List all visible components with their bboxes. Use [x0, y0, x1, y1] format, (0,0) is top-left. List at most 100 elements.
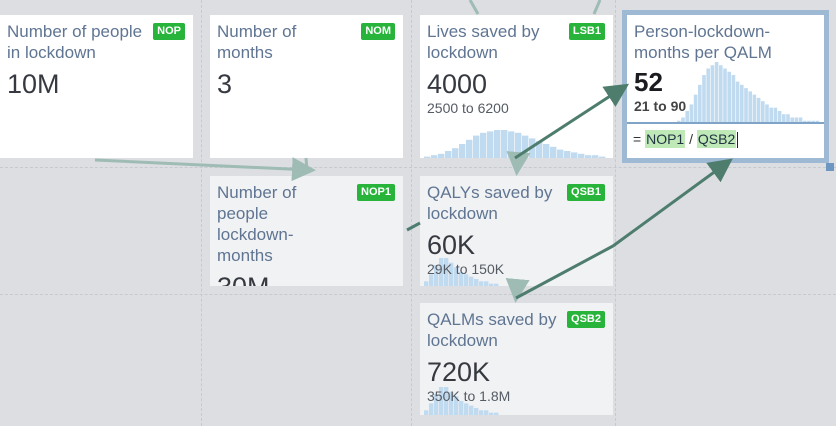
card-title: Number of people lockdown-months [217, 183, 297, 265]
histogram-bar [459, 272, 464, 286]
histogram-bar [773, 107, 778, 124]
histogram-bar [790, 117, 794, 124]
histogram-bar [469, 276, 474, 286]
card-nom[interactable]: Number of months NOM 3 [210, 15, 403, 158]
histogram-bar [798, 117, 803, 124]
histogram-bar [765, 104, 769, 124]
card-qsb2[interactable]: QALMs saved by lockdown QSB2 720K 350K t… [420, 303, 613, 415]
arrow-top-right [592, 0, 602, 15]
histogram-bar [710, 65, 715, 124]
histogram-bar [424, 410, 429, 415]
text-cursor [737, 132, 739, 149]
formula-prefix: = [633, 131, 646, 147]
histogram-bar [431, 155, 438, 158]
histogram-bar [424, 281, 429, 286]
histogram-bar [735, 81, 740, 124]
grid-line [411, 0, 412, 426]
card-title: QALMs saved by lockdown [427, 310, 557, 350]
distribution-histogram [424, 258, 499, 286]
histogram-bar [487, 131, 494, 158]
histogram-bar [439, 387, 444, 415]
histogram-bar [469, 405, 474, 415]
variable-badge: NOP1 [357, 184, 395, 201]
histogram-bar [681, 117, 685, 124]
histogram-bar [702, 75, 706, 124]
grid-line [0, 294, 836, 295]
arrow-nom-to-nop1 [304, 157, 309, 171]
card-value: 30M [217, 271, 396, 286]
card-value: 4000 [427, 69, 488, 99]
histogram-bar [752, 94, 757, 124]
histogram-bar [536, 141, 543, 158]
distribution-histogram [424, 130, 606, 158]
card-lsb1[interactable]: Lives saved by lockdown LSB1 4000 2500 t… [420, 15, 613, 158]
histogram-bar [748, 91, 752, 124]
histogram-bar [571, 152, 578, 158]
formula-input[interactable]: = NOP1 / QSB2 [627, 122, 824, 158]
histogram-bar [592, 155, 599, 158]
card-range: 350K to 1.8M [427, 388, 511, 404]
histogram-bar [479, 281, 484, 286]
card-title: Person-lockdown-months per QALM [634, 22, 772, 62]
histogram-bar [529, 138, 536, 158]
card-value: 720K [427, 357, 491, 387]
card-title: Number of months [217, 22, 297, 62]
histogram-bar [494, 130, 501, 158]
histogram-bar [434, 394, 439, 415]
formula-reference-nop1[interactable]: NOP1 [645, 130, 686, 148]
card-value: 60K [427, 230, 476, 260]
histogram-bar [501, 130, 508, 158]
histogram-bar [557, 149, 564, 158]
card-person-lockdown-months-per-qalm[interactable]: Person-lockdown-months per QALM 52 21 to… [622, 10, 829, 163]
card-nop1[interactable]: Number of people lockdown-months NOP1 30… [210, 176, 403, 286]
histogram-bar [731, 75, 736, 124]
histogram-bar [464, 274, 469, 286]
histogram-bar [698, 84, 702, 124]
resize-handle[interactable] [826, 163, 834, 171]
histogram-bar [484, 410, 489, 415]
card-range: 2500 to 6200 [427, 100, 509, 116]
formula-reference-qsb2[interactable]: QSB2 [696, 130, 737, 148]
histogram-bar [494, 412, 499, 415]
histogram-bar [744, 88, 748, 124]
histogram-bar [449, 262, 454, 286]
arrow-lsb1-to-qsb1 [506, 151, 531, 176]
histogram-bar [489, 412, 494, 415]
variable-badge: QSB1 [567, 184, 605, 201]
histogram-bar [786, 114, 790, 124]
histogram-bar [761, 101, 765, 124]
histogram-bar [429, 403, 434, 415]
histogram-bar [794, 117, 799, 124]
histogram-bar [685, 110, 689, 124]
histogram-bar [777, 110, 782, 124]
arrow-qsb1-to-qsb2 [505, 277, 530, 303]
histogram-bar [723, 68, 727, 124]
card-value: 3 [217, 69, 233, 99]
variable-badge: LSB1 [568, 23, 605, 40]
histogram-bar [522, 135, 529, 158]
histogram-bar [444, 258, 449, 286]
histogram-bar [769, 107, 773, 124]
histogram-bar [543, 144, 550, 158]
histogram-bar [473, 135, 480, 158]
histogram-bar [782, 114, 786, 124]
histogram-bar [459, 144, 466, 158]
grid-line [201, 0, 202, 426]
card-qsb1[interactable]: QALYs saved by lockdown QSB1 60K 29K to … [420, 176, 613, 286]
histogram-bar [429, 274, 434, 286]
variable-badge: NOP [153, 23, 185, 40]
distribution-histogram [677, 62, 820, 124]
card-title: Lives saved by lockdown [427, 22, 540, 62]
grid-line [615, 0, 616, 426]
card-value: 10M [7, 69, 60, 99]
histogram-bar [706, 68, 710, 124]
histogram-bar [454, 267, 459, 286]
histogram-bar [464, 403, 469, 415]
histogram-bar [714, 62, 719, 124]
card-title: Number of people in lockdown [7, 22, 143, 62]
histogram-bar [439, 258, 444, 286]
card-nop[interactable]: Number of people in lockdown NOP 10M [0, 15, 193, 158]
distribution-histogram [424, 387, 499, 415]
histogram-bar [756, 97, 761, 124]
histogram-bar [449, 391, 454, 415]
